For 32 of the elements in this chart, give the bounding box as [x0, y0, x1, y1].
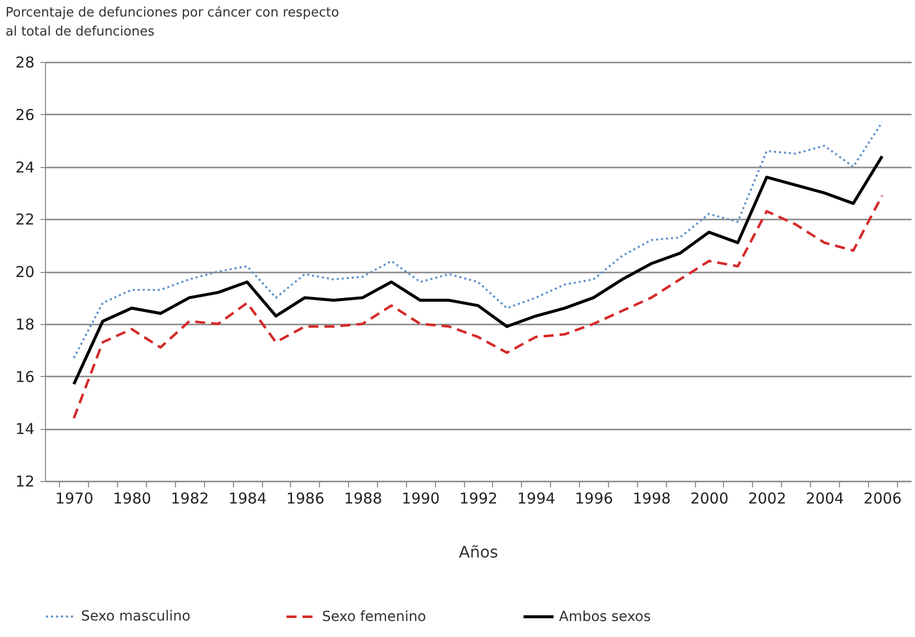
x-tick-label: 1998 — [632, 490, 671, 508]
line-series — [72, 154, 884, 386]
legend-label: Ambos sexos — [559, 608, 651, 625]
y-tick-label: 18 — [15, 315, 34, 334]
legend-label: Sexo masculino — [81, 608, 190, 624]
x-tick-label: 2002 — [748, 490, 786, 508]
y-tick-label: 16 — [15, 368, 34, 386]
y-axis-title: Porcentaje de defunciones por cáncer con respecto al total de defunciones — [6, 6, 340, 40]
x-tick-label: 1984 — [228, 490, 267, 508]
y-tick-label: 14 — [15, 420, 34, 438]
y-tick-label: 20 — [15, 263, 34, 281]
x-tick-label: 2004 — [806, 490, 844, 508]
y-tick-label: 12 — [15, 472, 34, 490]
x-tick-label: 2000 — [690, 490, 729, 508]
y-tick-label: 22 — [15, 210, 34, 229]
x-tick-label: 1982 — [170, 490, 209, 508]
x-axis-title: Años — [458, 542, 498, 562]
x-tick-label: 1986 — [286, 490, 324, 508]
y-tick-label: 26 — [15, 106, 34, 124]
x-tick-label: 1996 — [574, 490, 614, 508]
y-tick-label: 28 — [15, 54, 34, 72]
x-tick-label: 1970 — [55, 490, 94, 508]
y-tick-label: 24 — [15, 158, 34, 176]
x-tick-label: 1992 — [459, 490, 498, 508]
x-tick-label: 1994 — [517, 490, 556, 508]
x-tick-label: 1980 — [113, 490, 152, 508]
x-tick-label: 2006 — [864, 490, 902, 508]
x-tick-label: 1990 — [402, 490, 440, 508]
legend-label: Sexo femenino — [322, 608, 426, 625]
line-series — [72, 121, 884, 359]
line-series — [72, 194, 884, 420]
x-tick-label: 1988 — [344, 490, 382, 508]
